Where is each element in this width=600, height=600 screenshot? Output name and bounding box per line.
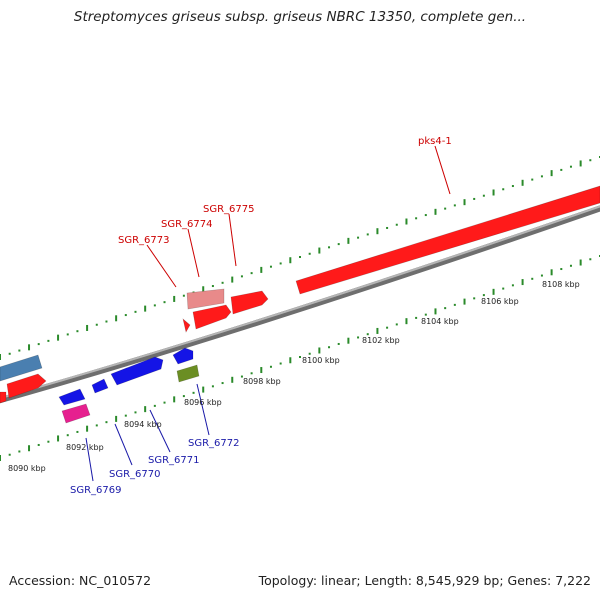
leader-sgr-6775 [228,213,237,267]
label-sgr-6772: SGR_6772 [188,438,240,449]
label-leader-lines [85,145,451,482]
genome-summary-text: Topology: linear; Length: 8,545,929 bp; … [258,573,591,588]
scale-tick-label: 8090 kbp [8,464,46,473]
gene-sgr-6772 [176,364,200,383]
gene-sgr-6775 [230,290,269,315]
gene-blue-small [172,347,194,365]
scale-tick-label: 8102 kbp [362,336,400,345]
forward-ruler-dots [0,156,600,360]
leader-sgr-6772 [196,383,210,436]
gene-left-fwd [6,373,47,399]
label-sgr-6770: SGR_6770 [109,469,161,480]
label-sgr-6769: SGR_6769 [70,485,122,496]
gene-sgr-6774 [192,304,232,330]
scale-tick-labels: 8090 kbp 8092 kbp 8094 kbp 8096 kbp 8098 kbp… [8,280,580,473]
leader-sgr-6773 [146,244,177,288]
gene-sgr-6770 [110,356,164,386]
reverse-ruler-dots [0,255,600,461]
scale-tick-label: 8106 kbp [481,297,519,306]
genome-title: Streptomyces griseus subsp. griseus NBRC… [73,9,527,25]
gene-sgr-6769 [61,403,91,424]
leader-sgr-6771 [149,409,171,453]
scale-tick-label: 8104 kbp [421,317,459,326]
gene-features [0,185,600,424]
gene-left-steel [0,354,43,382]
gene-sgr-6769-blue [58,388,86,406]
gene-sgr-6773 [186,288,225,310]
genome-backbone [0,205,600,404]
scale-tick-label: 8100 kbp [302,356,340,365]
scale-tick-label: 8094 kbp [124,420,162,429]
backbone-shadow [0,205,600,404]
label-sgr-6771: SGR_6771 [148,455,200,466]
label-sgr-6775: SGR_6775 [203,204,255,215]
scale-tick-label: 8108 kbp [542,280,580,289]
gene-pks4-1 [295,185,600,295]
leader-sgr-6770 [114,423,133,466]
scale-tick-label: 8092 kbp [66,443,104,452]
gene-small-fwd [182,318,191,333]
gene-edge-fwd [0,391,7,404]
gene-labels: SGR_6773 SGR_6774 SGR_6775 pks4-1 SGR_6769 SG… [70,136,452,496]
label-pks4-1: pks4-1 [418,136,452,147]
label-sgr-6773: SGR_6773 [118,235,170,246]
gene-sgr-6771-small [91,378,109,394]
accession-text: Accession: NC_010572 [9,573,152,588]
leader-pks4-1 [434,145,451,195]
leader-sgr-6769 [85,437,94,482]
backbone-highlight [0,205,600,400]
label-sgr-6774: SGR_6774 [161,219,213,230]
leader-sgr-6774 [187,228,200,278]
scale-tick-label: 8098 kbp [243,377,281,386]
scale-tick-label: 8096 kbp [184,398,222,407]
